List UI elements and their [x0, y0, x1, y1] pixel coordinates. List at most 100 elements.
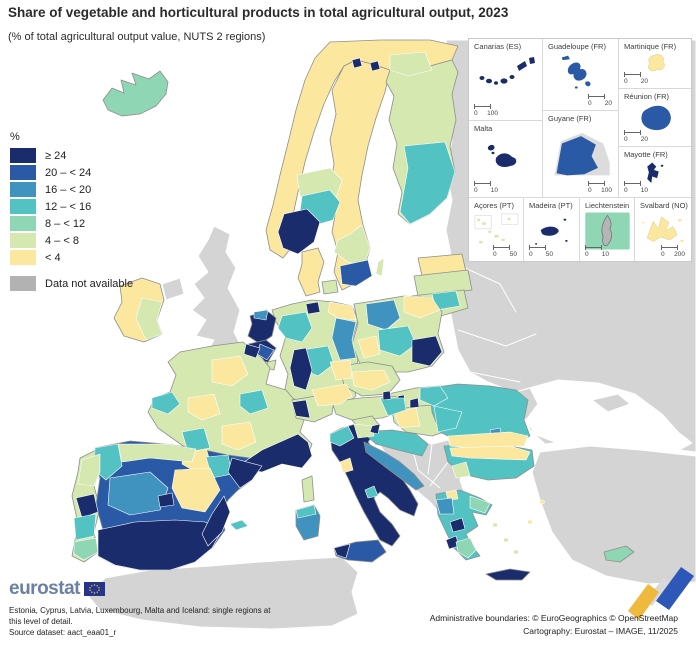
inset-panel: Canarias (ES) 0 100 Malta	[468, 38, 692, 262]
inset-map-reunion	[641, 105, 671, 131]
patch-es-catalonia	[227, 457, 263, 489]
inset-map-malta	[487, 144, 517, 168]
legend-swatch	[10, 250, 36, 265]
patch-aegean-5	[539, 499, 545, 505]
inset-malta: Malta 0 10	[469, 121, 543, 197]
inset-map-martinique	[648, 54, 665, 72]
patch-es-aragon	[171, 467, 221, 513]
patch-ireland-east	[135, 297, 163, 341]
patch-es-andalusia	[97, 519, 223, 571]
region-iceland	[102, 70, 169, 117]
region-cyprus	[603, 545, 635, 563]
inset-map-svalbard	[642, 216, 684, 243]
patch-sweden-tip	[339, 259, 373, 287]
patch-pl-north	[403, 295, 441, 319]
black-sea	[521, 379, 693, 453]
inset-canarias: Canarias (ES) 0 100	[469, 39, 543, 121]
legend-nodata-row: Data not available	[10, 275, 133, 292]
inset-scalebar: 0 10	[585, 245, 609, 258]
inset-martinique: Martinique (FR) 0 20	[619, 39, 691, 89]
patch-fr-center	[221, 421, 257, 451]
patch-ch-west	[291, 399, 311, 419]
legend-class-row: 12 – < 16	[10, 198, 133, 215]
region-croatia-coast	[363, 441, 425, 491]
inset-acores: Açores (PT) 0 50	[469, 197, 524, 261]
footnotes: Estonia, Cyprus, Latvia, Luxembourg, Mal…	[9, 606, 270, 638]
patch-pl-nw	[365, 299, 401, 331]
attribution-boundaries: Administrative boundaries: © EuroGeograp…	[429, 613, 678, 623]
inset-scalebar: 0 50	[493, 245, 517, 258]
inset-madeira: Madeira (PT) 0 50	[524, 197, 580, 261]
legend-swatch	[10, 182, 36, 197]
border-lines-east	[451, 261, 537, 383]
legend-swatch	[10, 148, 36, 163]
patch-sweden-south-green	[333, 224, 371, 267]
patch-norway-oslo	[277, 208, 321, 255]
patch-it-south	[364, 485, 379, 499]
region-turkey	[531, 445, 696, 585]
page-title: Share of vegetable and horticultural pro…	[8, 5, 509, 20]
inset-map-guyane	[554, 132, 610, 176]
inset-title: Guadeloupe (FR)	[548, 42, 606, 51]
legend-swatch	[10, 165, 36, 180]
patch-gr-nw	[445, 489, 459, 501]
patch-es-madrid	[157, 492, 175, 508]
patch-pt-alentejo	[73, 513, 97, 541]
inset-title: Réunion (FR)	[624, 92, 670, 101]
inset-scalebar: 0 20	[588, 94, 612, 107]
patch-aegean-2	[503, 537, 509, 543]
legend-label: 20 – < 24	[45, 166, 92, 179]
legend-swatch	[10, 216, 36, 231]
inset-map-liechtenstein	[585, 212, 630, 250]
legend-label: Data not available	[45, 277, 134, 290]
patch-de-south	[311, 383, 353, 407]
inset-scalebar: 0 10	[624, 181, 648, 194]
nuts-patches	[73, 51, 545, 571]
inset-svalbard: Svalbard (NO) 0 200	[635, 197, 691, 261]
patch-fr-aquitaine	[181, 427, 211, 453]
patch-at-east	[379, 397, 407, 417]
region-croatia	[361, 429, 429, 457]
attribution: Administrative boundaries: © EuroGeograp…	[430, 612, 678, 638]
patch-es-levante	[201, 495, 231, 547]
patch-gr-peloponnese	[455, 537, 477, 559]
region-denmark-isles	[321, 279, 339, 295]
patch-gotland	[375, 257, 385, 277]
legend-swatch	[10, 199, 36, 214]
inset-scalebar: 0 50	[529, 245, 553, 258]
inset-title: Svalbard (NO)	[640, 201, 688, 210]
legend-label: 4 – < 8	[45, 234, 79, 247]
legend-class-row: 4 – < 8	[10, 232, 133, 249]
inset-scalebar: 0 20	[624, 72, 648, 85]
patch-gr-ne	[469, 495, 491, 514]
patch-aegean-1	[492, 522, 498, 528]
legend-swatch	[10, 233, 36, 248]
patch-it-center	[339, 457, 354, 474]
patch-de-se	[329, 359, 353, 381]
patch-north-speck2	[369, 60, 381, 72]
patch-de-east	[331, 317, 357, 361]
region-crete	[485, 568, 531, 581]
patch-nl-north	[253, 309, 269, 321]
patch-es-castile	[107, 471, 169, 516]
region-latvia	[413, 269, 473, 297]
patch-pt-algarve	[73, 537, 99, 561]
patch-cz-center	[351, 369, 391, 391]
inset-scalebar: 0 10	[474, 181, 498, 194]
footnote-source: Source dataset: aact_eaa01_r	[9, 627, 117, 637]
patch-es-north	[117, 443, 197, 463]
region-denmark	[297, 247, 325, 297]
inset-mayotte: Mayotte (FR) 0 10	[619, 147, 691, 197]
patch-pl-sw	[357, 335, 381, 359]
patch-hu-west	[393, 407, 421, 429]
inset-title: Canarias (ES)	[474, 42, 522, 51]
patch-hu-budapest	[409, 397, 420, 409]
patch-bg-west	[451, 461, 471, 479]
patch-de-rhine	[289, 347, 313, 391]
patch-finland-south	[399, 141, 456, 225]
inset-map-madeira	[535, 218, 568, 245]
inset-title: Açores (PT)	[474, 201, 515, 210]
ribbon-yellow	[628, 584, 659, 620]
region-romania	[429, 383, 531, 447]
